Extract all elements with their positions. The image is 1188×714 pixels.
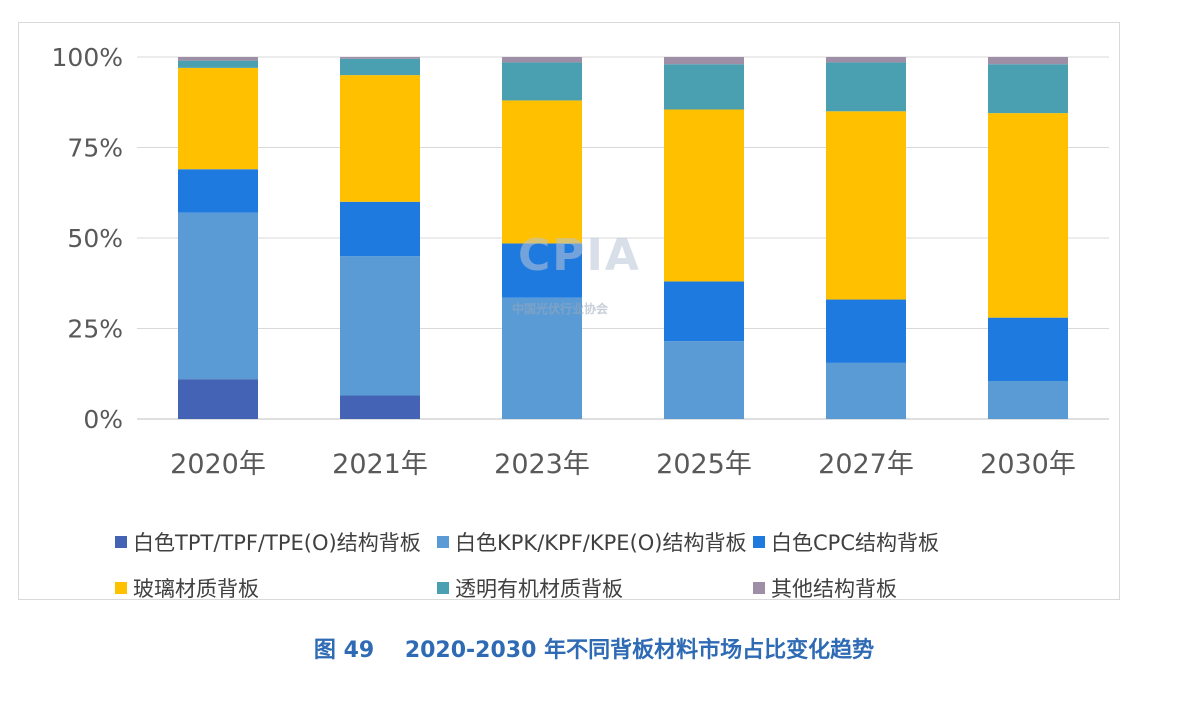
bar-segment	[502, 100, 582, 244]
bar-segment	[988, 380, 1068, 419]
bar-segment	[988, 317, 1068, 381]
bar-segment	[826, 57, 906, 63]
legend-item: 透明有机材质背板	[437, 575, 753, 601]
bar-segment	[988, 64, 1068, 114]
legend-swatch	[753, 536, 765, 548]
legend-item: 白色KPK/KPF/KPE(O)结构背板	[437, 529, 753, 555]
y-tick-label: 50%	[67, 224, 123, 253]
bar-segment	[340, 256, 420, 396]
stacked-bar-chart: 0% 25% 50% 75% 100% 2020年 2021年 2023年 2025年 2027年…	[52, 43, 1109, 480]
bar-segment	[988, 113, 1068, 318]
chart-legend: 白色TPT/TPF/TPE(O)结构背板 白色KPK/KPF/KPE(O)结构背板…	[115, 529, 1115, 601]
bar-segment	[502, 62, 582, 101]
y-tick-label: 100%	[52, 43, 123, 72]
legend-label: 其他结构背板	[771, 577, 897, 601]
bar-segment	[178, 67, 258, 170]
bar-segment	[664, 57, 744, 65]
bar-segment	[664, 341, 744, 419]
legend-item: 白色CPC结构背板	[753, 529, 1083, 555]
x-tick-label: 2023年	[494, 449, 590, 480]
y-tick-label: 25%	[67, 315, 123, 344]
legend-label: 白色CPC结构背板	[771, 531, 939, 555]
bar-segment	[664, 281, 744, 342]
bar-segment	[826, 362, 906, 419]
x-tick-label: 2025年	[656, 449, 752, 480]
bar-segment	[178, 57, 258, 61]
legend-swatch	[437, 582, 449, 594]
legend-item: 其他结构背板	[753, 575, 1083, 601]
bar-segment	[178, 169, 258, 213]
legend-swatch	[115, 582, 127, 594]
legend-label: 白色KPK/KPF/KPE(O)结构背板	[455, 531, 747, 555]
bar-segment	[340, 57, 420, 59]
y-tick-label: 75%	[67, 134, 123, 163]
legend-swatch	[437, 536, 449, 548]
x-tick-label: 2027年	[818, 449, 914, 480]
legend-label: 玻璃材质背板	[133, 577, 259, 601]
bar-segment	[340, 395, 420, 419]
legend-swatch	[753, 582, 765, 594]
bar-segment	[502, 57, 582, 63]
legend-swatch	[115, 536, 127, 548]
legend-item: 玻璃材质背板	[115, 575, 437, 601]
x-tick-label: 2020年	[170, 449, 266, 480]
legend-label: 白色TPT/TPF/TPE(O)结构背板	[133, 531, 421, 555]
bar-segment	[664, 109, 744, 282]
legend-label: 透明有机材质背板	[455, 577, 623, 601]
bar-segment	[502, 243, 582, 298]
bar-segment	[502, 297, 582, 419]
bar-segment	[988, 57, 1068, 65]
bar-segment	[340, 58, 420, 76]
figure-caption: 图 49 2020-2030 年不同背板材料市场占比变化趋势	[313, 638, 875, 663]
y-tick-label: 0%	[83, 405, 123, 434]
bar-segment	[178, 60, 258, 68]
chart-frame: 0% 25% 50% 75% 100% 2020年 2021年 2023年 2025年 2027年…	[18, 22, 1120, 601]
bar-segment	[826, 62, 906, 112]
x-tick-label: 2030年	[980, 449, 1076, 480]
bar-segment	[340, 201, 420, 257]
bar-segment	[178, 379, 258, 419]
bar-segment	[178, 212, 258, 380]
legend-item: 白色TPT/TPF/TPE(O)结构背板	[115, 529, 437, 555]
x-tick-label: 2021年	[332, 449, 428, 480]
bar-segment	[826, 299, 906, 363]
bar-segment	[340, 75, 420, 202]
bar-segment	[826, 111, 906, 300]
bar-segment	[664, 64, 744, 110]
